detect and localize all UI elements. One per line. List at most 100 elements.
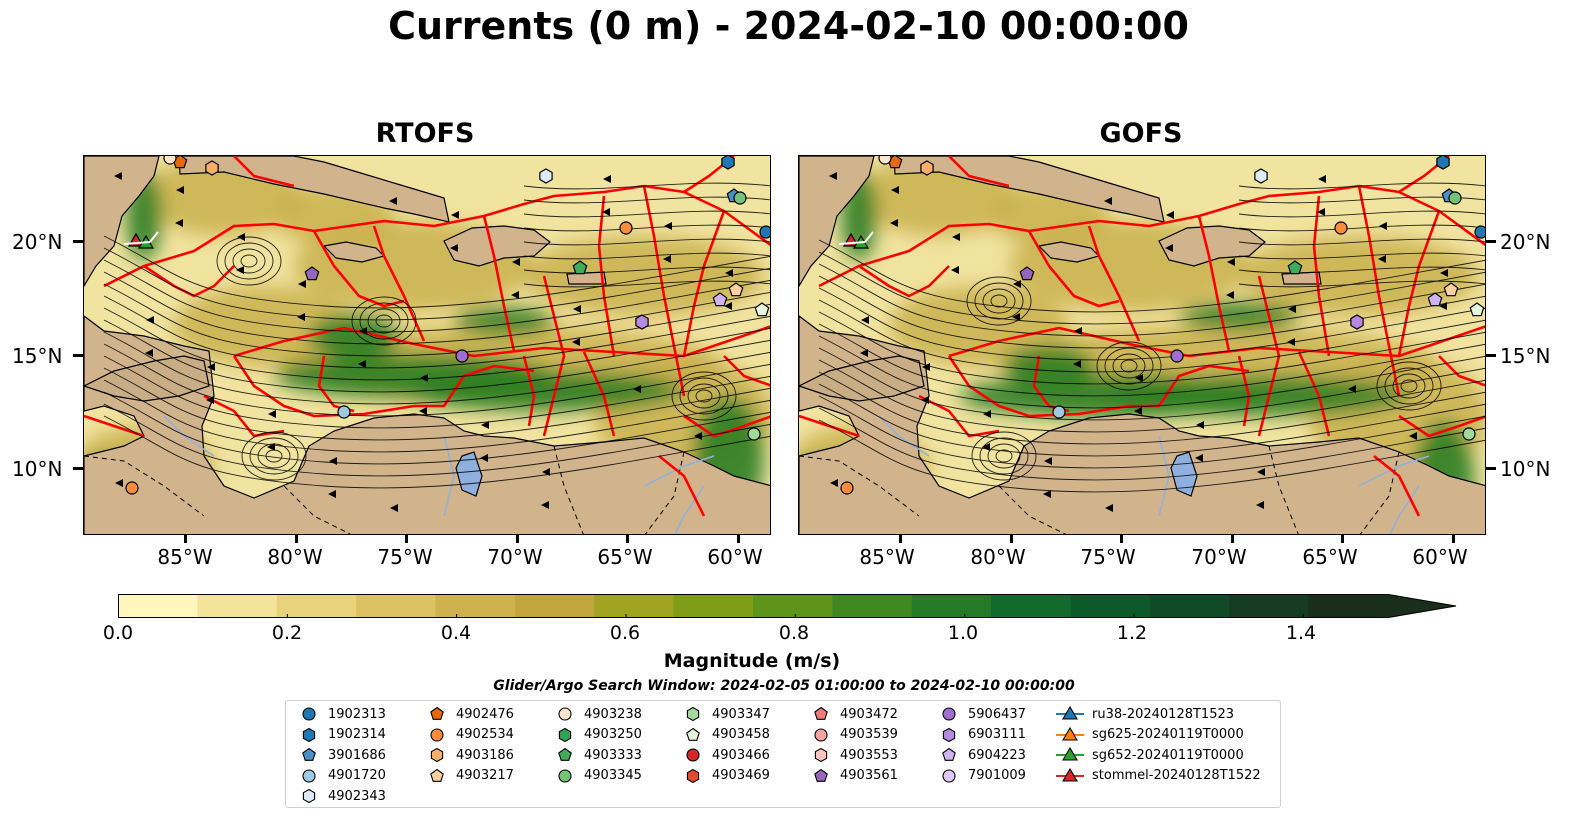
hexagon-marker-icon <box>942 727 956 742</box>
axis-tick <box>1486 467 1496 470</box>
legend-label: 4903472 <box>840 706 898 722</box>
lake-maracaibo <box>455 451 483 497</box>
platform-marker <box>205 160 219 176</box>
platform-marker <box>920 160 934 176</box>
hexagon-marker-icon <box>302 727 316 742</box>
legend-label: 4903333 <box>584 747 642 763</box>
colorbar-tick: 1.4 <box>1285 622 1317 644</box>
legend-item: 4903466 <box>682 745 770 765</box>
legend-label: 3901686 <box>328 747 386 763</box>
search-window-caption: Glider/Argo Search Window: 2024-02-05 01… <box>493 678 1075 694</box>
land-puerto-rico <box>566 271 607 285</box>
legend-label: 4901720 <box>328 768 386 783</box>
lon-label-60w: 60°W <box>707 545 763 569</box>
axis-tick <box>1009 535 1013 543</box>
pentagon-marker-icon <box>814 768 828 782</box>
legend-item: 4903553 <box>810 745 898 765</box>
legend-item: 7901009 <box>938 766 1026 786</box>
legend-item: 4903333 <box>554 745 642 765</box>
colorbar-tick: 0.6 <box>609 622 641 644</box>
legend-label: 4903347 <box>712 706 770 722</box>
legend-label: 4903466 <box>712 747 770 763</box>
platform-marker <box>1287 260 1303 275</box>
colorbar-segment <box>673 594 754 618</box>
platform-marker <box>733 191 747 205</box>
legend-item: 3901686 <box>298 745 386 765</box>
colorbar-segment <box>356 594 437 618</box>
colorbar-segment <box>1149 594 1230 618</box>
legend-label: 4903539 <box>840 727 898 742</box>
figure-title: Currents (0 m) - 2024-02-10 00:00:00 <box>388 4 1189 48</box>
legend-label: 4903186 <box>456 747 514 763</box>
axis-tick <box>1451 535 1455 543</box>
axis-tick <box>1230 535 1234 543</box>
triangle-line-marker-icon <box>1056 726 1084 741</box>
legend-item: stommel-20240128T1522 <box>1056 766 1261 786</box>
pentagon-marker-icon <box>430 706 444 720</box>
legend-label: 1902313 <box>328 706 386 722</box>
platform-marker <box>337 405 351 419</box>
land-south-america <box>84 315 770 534</box>
legend-label: sg625-20240119T0000 <box>1092 727 1244 742</box>
platform-marker <box>1052 405 1066 419</box>
lon-label-70w: 70°W <box>487 545 543 569</box>
platform-marker <box>455 349 469 363</box>
legend-item: ru38-20240128T1523 <box>1056 704 1234 724</box>
platform-marker <box>163 156 177 165</box>
colorbar-tick: 1.2 <box>1116 622 1148 644</box>
legend-item: 4903458 <box>682 725 770 745</box>
lon-label-70w: 70°W <box>1191 545 1247 569</box>
axis-tick <box>1486 240 1496 243</box>
pentagon-marker-icon <box>430 768 444 782</box>
legend-label: 7901009 <box>968 768 1026 783</box>
lon-label-80w: 80°W <box>267 545 323 569</box>
legend-item: 4903539 <box>810 725 898 745</box>
platform-marker <box>635 314 649 330</box>
colorbar-segment <box>435 594 516 618</box>
axis-tick <box>1486 354 1496 357</box>
lon-label-75w: 75°W <box>1080 545 1136 569</box>
land-cuba <box>893 156 1165 223</box>
legend-label: 1902314 <box>328 727 386 742</box>
lat-label-20n-right: 20°N <box>1500 230 1551 254</box>
legend-label: 4902476 <box>456 706 514 722</box>
colorbar-tick: 0.2 <box>271 622 303 644</box>
triangle-line-marker-icon <box>1056 747 1084 761</box>
axis-tick <box>184 535 187 543</box>
platform-marker <box>1334 221 1348 235</box>
axis-tick <box>736 535 740 543</box>
circle-marker-icon <box>686 748 700 762</box>
platform-marker <box>1350 314 1364 330</box>
axis-tick <box>515 535 519 543</box>
colorbar-tick: 0.4 <box>440 622 472 644</box>
legend-label: ru38-20240128T1523 <box>1092 706 1235 722</box>
platform-marker <box>1448 191 1462 205</box>
colorbar-segment <box>991 594 1072 618</box>
legend-label: 4903217 <box>456 768 514 783</box>
colorbar-segment <box>1070 594 1151 618</box>
legend-label: 6904223 <box>968 747 1026 763</box>
axis-tick <box>73 467 83 470</box>
axis-tick <box>1341 535 1344 543</box>
lat-label-10n-right: 10°N <box>1500 457 1551 481</box>
legend-item: 4903217 <box>426 766 514 786</box>
map-gofs <box>798 155 1486 535</box>
panel-title-rtofs: RTOFS <box>375 118 475 149</box>
hexagon-marker-icon <box>558 727 572 742</box>
legend-label: stommel-20240128T1522 <box>1092 768 1261 783</box>
platform-marker <box>712 292 728 307</box>
platform-marker <box>754 302 770 317</box>
axis-tick <box>73 240 83 243</box>
circle-marker-icon <box>558 707 572 721</box>
legend-label: 4903458 <box>712 727 770 742</box>
circle-marker-icon <box>302 768 316 783</box>
axis-tick <box>294 535 298 543</box>
colorbar-segment <box>753 594 833 618</box>
platform-marker <box>125 481 139 495</box>
hexagon-marker-icon <box>686 768 700 783</box>
axis-tick <box>73 354 83 357</box>
legend-item: 4902343 <box>298 786 386 806</box>
colorbar-segment <box>1229 594 1310 618</box>
legend-label: 4902534 <box>456 727 514 742</box>
hexagon-marker-icon <box>430 747 444 763</box>
